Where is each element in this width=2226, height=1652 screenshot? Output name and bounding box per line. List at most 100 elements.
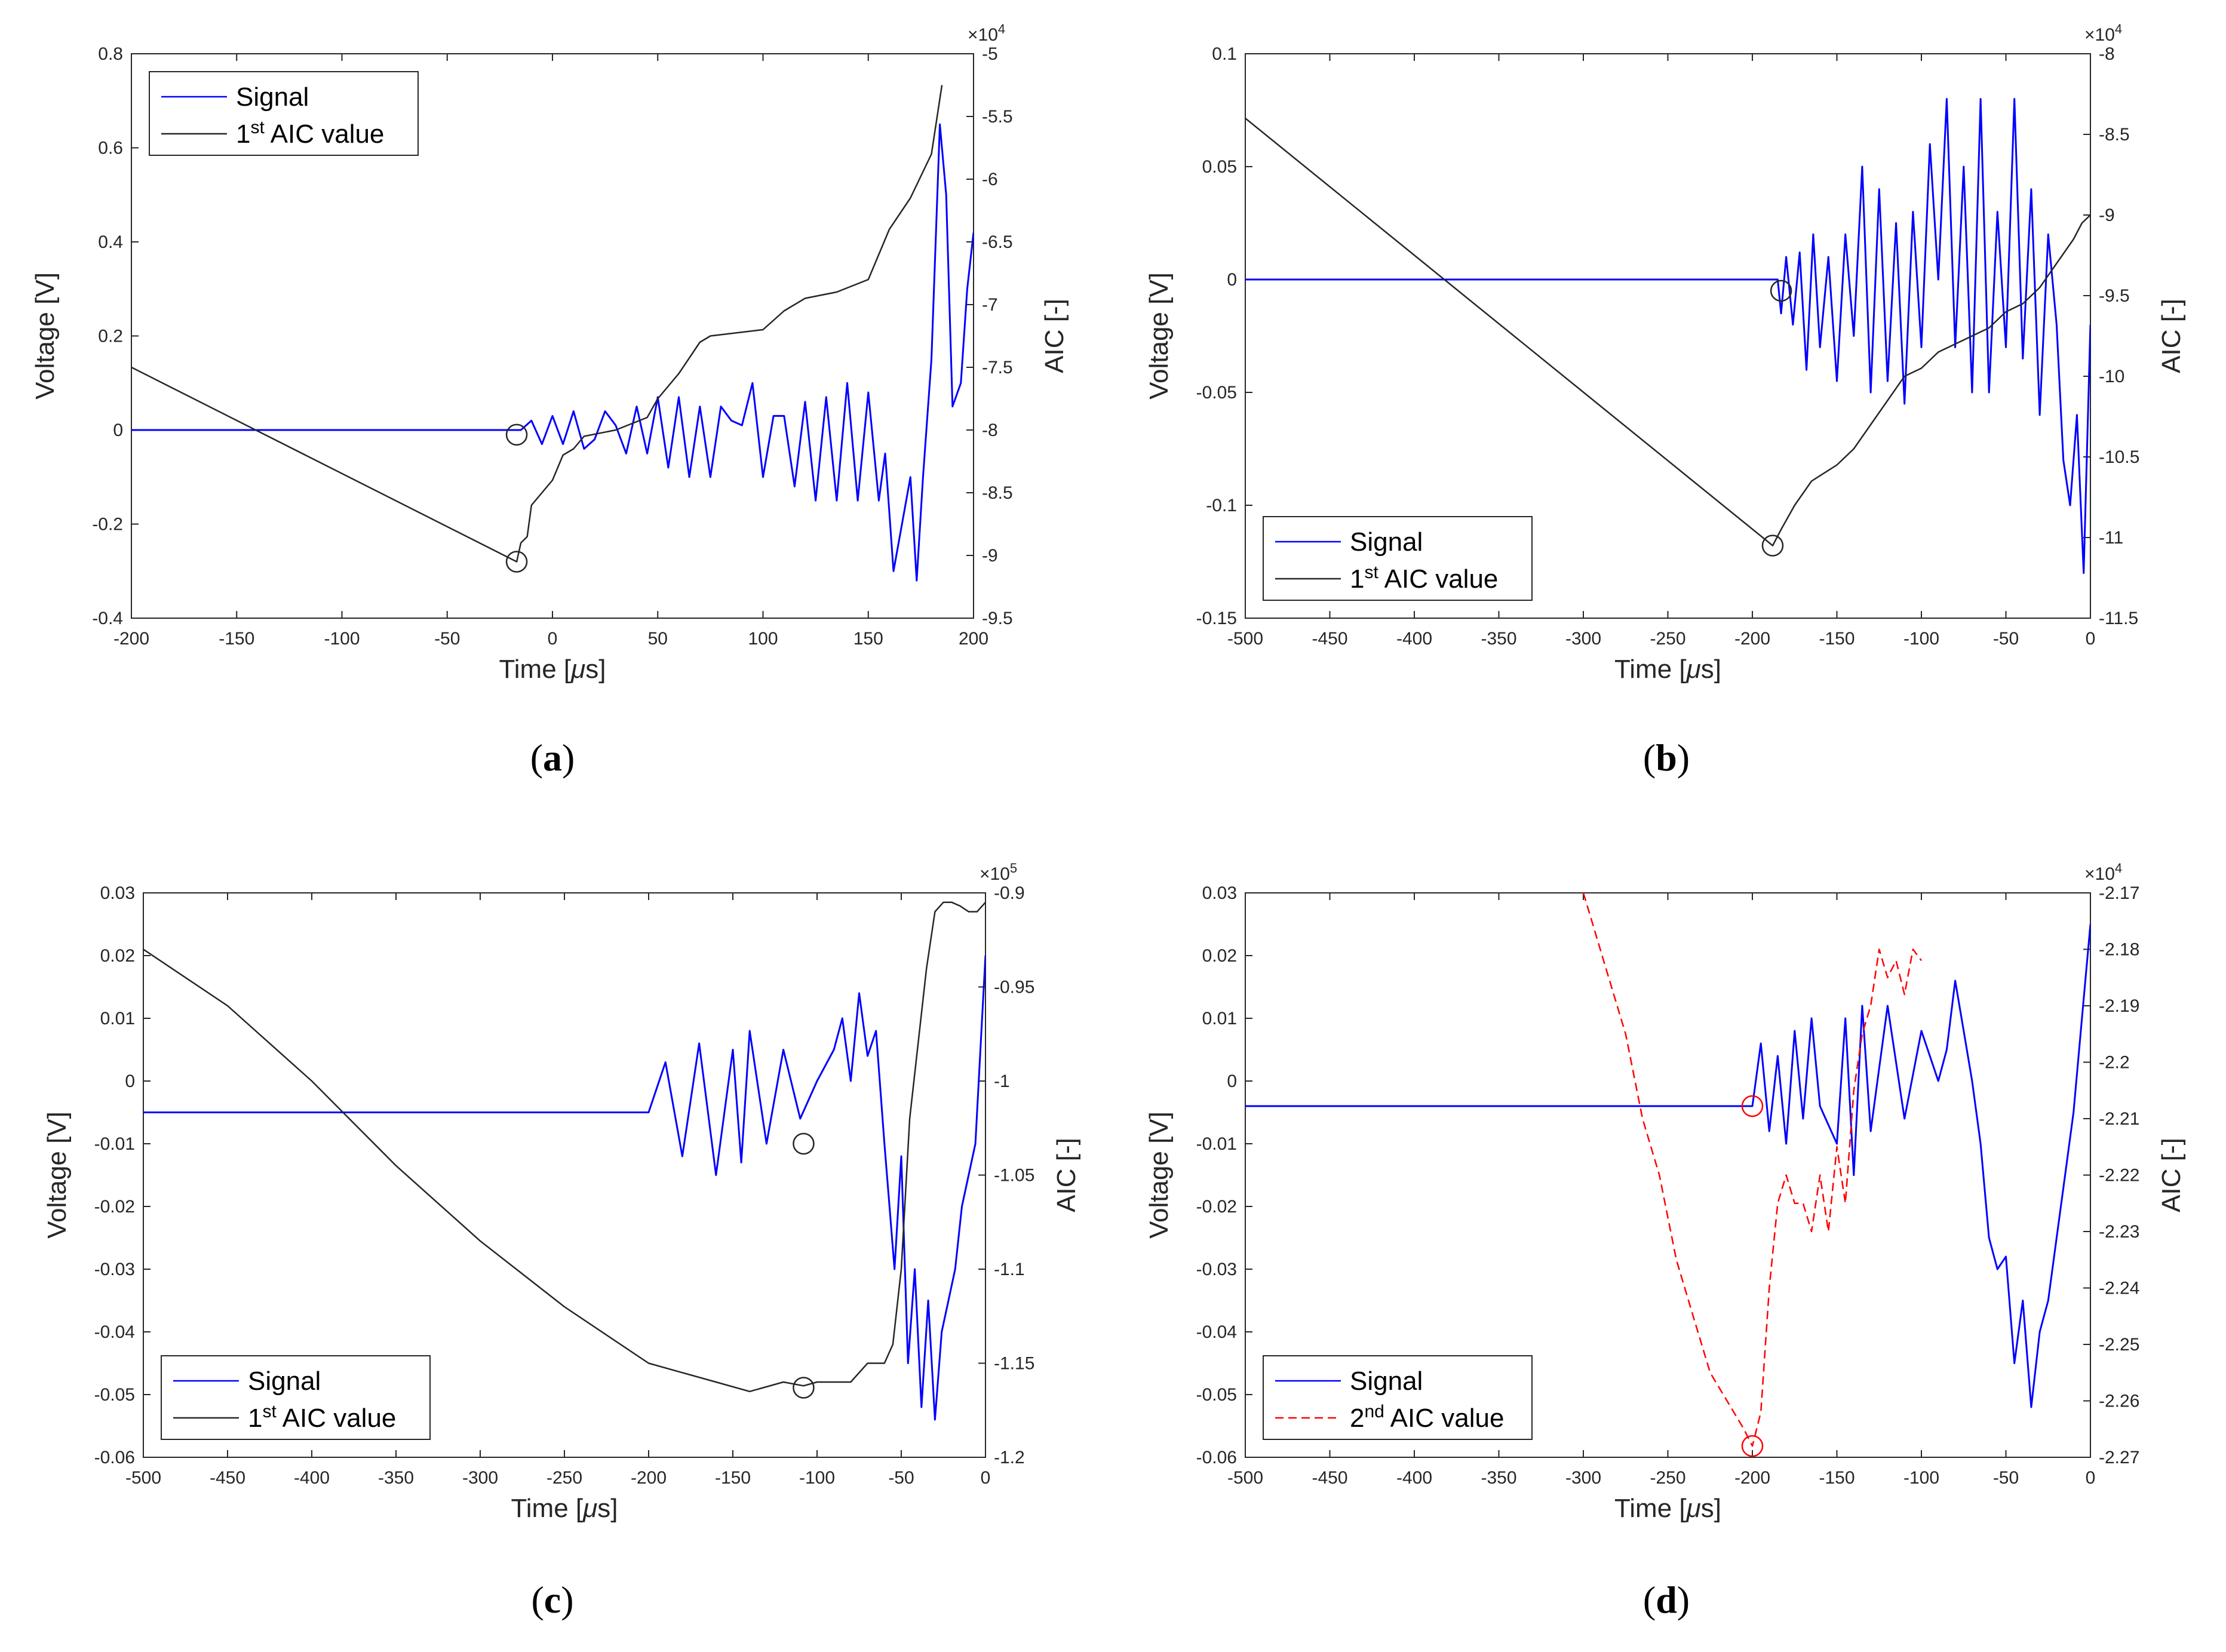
y-right-tick-label: -2.2 (2099, 1053, 2130, 1073)
y-right-axis-label: AIC [-] (1052, 1138, 1081, 1212)
y-right-tick-label: -11.5 (2099, 609, 2138, 628)
x-tick-label: 200 (959, 629, 988, 649)
y-right-tick-label: -2.27 (2099, 1448, 2139, 1467)
x-tick-label: -150 (219, 629, 254, 649)
y-right-tick-label: -2.22 (2099, 1166, 2139, 1186)
x-axis-label: Time [μs] (1614, 1494, 1721, 1523)
y-right-tick-label: -8 (982, 420, 998, 440)
y-right-tick-label: -7 (982, 295, 998, 315)
x-tick-label: -150 (1819, 629, 1855, 649)
x-tick-label: -100 (1903, 629, 1939, 649)
x-tick-label: -350 (378, 1468, 414, 1488)
x-tick-label: -100 (799, 1468, 835, 1488)
onset-marker (793, 1377, 815, 1399)
x-tick-label: 0 (981, 1468, 991, 1488)
right-axis-multiplier: ×104 (2084, 22, 2122, 45)
x-tick-label: -450 (1312, 629, 1347, 649)
x-tick-label: -450 (210, 1468, 245, 1488)
y-left-tick-label: -0.02 (1196, 1197, 1237, 1217)
y-left-tick-label: -0.15 (1196, 609, 1237, 628)
panel-caption: (d) (1643, 1579, 1690, 1621)
y-right-tick-label: -2.23 (2099, 1222, 2139, 1242)
series-line-aic (131, 85, 943, 563)
legend-label: 1st AIC value (236, 118, 384, 149)
series-line-signal (143, 955, 985, 1421)
y-left-tick-label: -0.4 (92, 609, 123, 628)
y-left-tick-label: -0.03 (1196, 1260, 1237, 1279)
y-right-tick-label: -7.5 (982, 358, 1013, 377)
y-left-axis-label: Voltage [V] (42, 1111, 72, 1239)
chart-panel-d: -500 -450 -400 -350 -300 -250 -200 -150 -100 -50 0… (1144, 861, 2186, 1621)
series-line-signal (1245, 98, 2090, 574)
x-tick-label: -150 (1819, 1468, 1855, 1488)
y-left-tick-label: -0.04 (1196, 1322, 1237, 1342)
x-tick-label: -350 (1481, 1468, 1516, 1488)
x-tick-label: 0 (2086, 1468, 2096, 1488)
y-right-axis-label: AIC [-] (2157, 299, 2186, 373)
y-right-tick-label: -1 (994, 1071, 1010, 1091)
x-tick-label: -400 (1396, 629, 1432, 649)
x-tick-label: -200 (631, 1468, 667, 1488)
series-line-signal (131, 123, 974, 582)
y-left-tick-label: 0.03 (100, 883, 135, 903)
y-right-tick-label: -8.5 (982, 483, 1013, 503)
x-tick-label: -300 (462, 1468, 498, 1488)
x-axis-label: Time [μs] (511, 1494, 618, 1523)
legend: Signal 1st AIC value (161, 1355, 431, 1440)
y-right-tick-label: -10 (2099, 367, 2124, 386)
y-right-tick-label: -1.2 (994, 1448, 1025, 1467)
y-left-tick-label: -0.1 (1206, 496, 1237, 515)
y-right-tick-label: -2.24 (2099, 1279, 2139, 1298)
y-right-tick-label: -1.1 (994, 1260, 1025, 1279)
x-tick-label: 50 (648, 629, 668, 649)
y-left-tick-label: 0 (1227, 1071, 1237, 1091)
legend: Signal 2nd AIC value (1263, 1355, 1533, 1440)
right-axis-multiplier: ×105 (980, 861, 1017, 884)
y-right-axis-label: AIC [-] (1040, 299, 1069, 373)
onset-marker (1761, 535, 1784, 557)
onset-marker (793, 1132, 815, 1155)
right-axis-multiplier: ×104 (968, 22, 1005, 45)
y-left-tick-label: 0.1 (1212, 44, 1237, 64)
x-axis-label: Time [μs] (499, 655, 606, 684)
x-tick-label: -300 (1565, 629, 1601, 649)
y-right-tick-label: -6.5 (982, 232, 1013, 252)
x-tick-label: 0 (2086, 629, 2096, 649)
x-tick-label: -350 (1481, 629, 1516, 649)
y-right-tick-label: -11 (2099, 528, 2123, 548)
y-right-tick-label: -2.17 (2099, 883, 2139, 903)
y-left-tick-label: 0.02 (100, 946, 135, 966)
legend-label: Signal (236, 82, 309, 112)
legend-label: Signal (1350, 1367, 1423, 1396)
y-left-axis-label: Voltage [V] (1144, 272, 1174, 400)
x-tick-label: -400 (1396, 1468, 1432, 1488)
right-axis-multiplier: ×104 (2084, 861, 2122, 884)
y-right-tick-label: -9.5 (2099, 286, 2130, 306)
y-right-tick-label: -9 (982, 546, 998, 566)
x-tick-label: -50 (1993, 629, 2019, 649)
x-tick-label: -400 (294, 1468, 330, 1488)
y-left-tick-label: -0.05 (1196, 1385, 1237, 1405)
x-tick-label: 150 (853, 629, 883, 649)
y-left-tick-label: 0 (125, 1071, 135, 1091)
y-right-tick-label: -2.26 (2099, 1392, 2139, 1411)
panel-caption: (b) (1643, 736, 1690, 779)
y-right-tick-label: -2.25 (2099, 1335, 2139, 1355)
y-left-tick-label: -0.05 (94, 1385, 135, 1405)
y-right-tick-label: -5 (982, 44, 998, 64)
y-left-tick-label: 0.2 (98, 327, 123, 346)
y-left-tick-label: -0.01 (1196, 1134, 1237, 1154)
x-tick-label: -500 (1227, 1468, 1263, 1488)
x-tick-label: -300 (1565, 1468, 1601, 1488)
legend-box (149, 71, 419, 156)
chart-panel-a: -200 -150 -100 -50 0 50 100 150 200 -0.4 -0.2 0 0.2 0… (30, 22, 1069, 779)
y-left-axis-label: Voltage [V] (30, 272, 60, 400)
x-tick-label: -100 (324, 629, 360, 649)
x-tick-label: -450 (1312, 1468, 1347, 1488)
legend-label: 2nd AIC value (1350, 1402, 1504, 1433)
y-left-tick-label: 0.6 (98, 139, 123, 158)
y-left-axis-label: Voltage [V] (1144, 1111, 1174, 1239)
series-line-aic (1582, 893, 1923, 1447)
x-axis-label: Time [μs] (1614, 655, 1721, 684)
